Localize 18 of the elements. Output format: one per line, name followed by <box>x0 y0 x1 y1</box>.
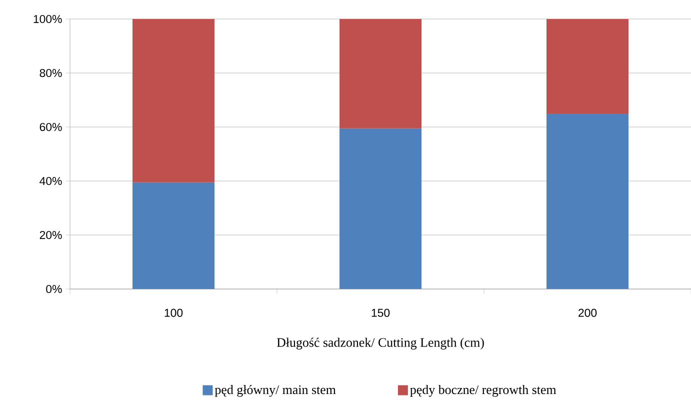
y-tick-label: 20% <box>40 230 62 240</box>
y-tick-label: 60% <box>40 122 62 132</box>
y-tick-label: 100% <box>34 14 62 24</box>
bar <box>340 18 422 128</box>
legend-label: pędy boczne/ regrowth stem <box>410 384 556 397</box>
bar <box>546 18 629 114</box>
y-tick-label: 80% <box>40 68 62 78</box>
x-tick-label: 100 <box>164 308 183 317</box>
y-tick-label: 0% <box>46 284 62 294</box>
bar <box>340 128 422 289</box>
bar <box>546 113 629 289</box>
bar <box>132 182 214 289</box>
x-tick-label: 150 <box>372 308 390 317</box>
x-tick-label: 200 <box>578 308 597 317</box>
x-axis-title: Długość sadzonek/ Cutting Length (cm) <box>276 338 484 350</box>
y-tick-label: 40% <box>40 176 62 186</box>
bar <box>132 18 214 182</box>
legend-label: pęd główny/ main stem <box>214 384 336 397</box>
